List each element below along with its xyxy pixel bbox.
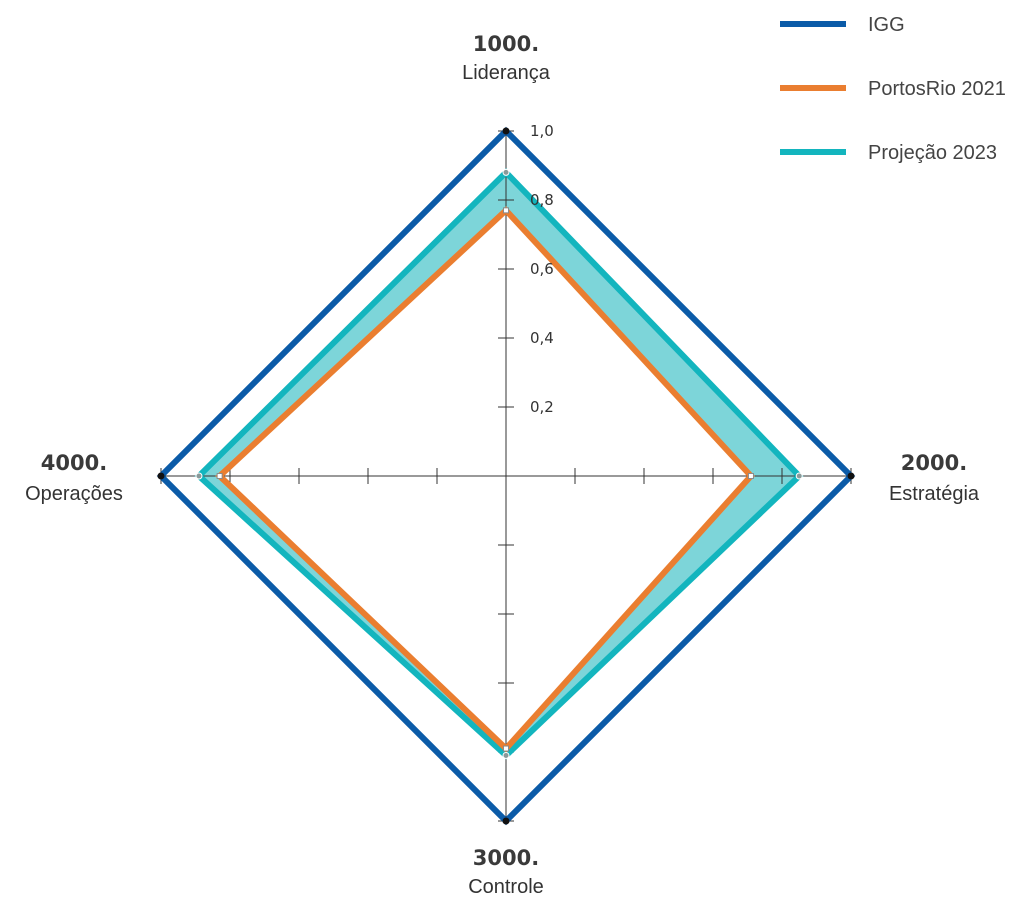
- axis-label-operacoes: 4000. Operações: [25, 451, 123, 505]
- axis-name-operacoes: Operações: [25, 483, 123, 505]
- igg-point: [502, 817, 510, 825]
- tick-label: 0,8: [530, 191, 554, 209]
- projecao-2023-point: [502, 751, 510, 759]
- portosrio-2021-point: [216, 473, 223, 479]
- portosrio-2021-point: [503, 207, 509, 214]
- igg-point: [502, 127, 510, 135]
- igg-point: [157, 472, 165, 480]
- axis-number-3000: 3000.: [473, 846, 539, 870]
- series-line-projecao-2023: [194, 168, 804, 760]
- legend-label-igg: IGG: [868, 14, 905, 36]
- radial-tick-labels: 0,2 0,4 0,6 0,8 1,0: [530, 122, 554, 416]
- axis-name-estrategia: Estratégia: [889, 483, 980, 505]
- legend-item-projecao-2023: Projeção 2023: [780, 142, 997, 164]
- projecao-2023-point: [195, 472, 203, 480]
- tick-label: 0,6: [530, 260, 554, 278]
- projection-area-band: [198, 172, 800, 756]
- legend-item-portosrio-2021: PortosRio 2021: [780, 78, 1006, 100]
- portosrio-2021-point: [503, 745, 509, 752]
- legend-label-portosrio-2021: PortosRio 2021: [868, 78, 1006, 100]
- legend-label-projecao-2023: Projeção 2023: [868, 142, 997, 164]
- axis-name-lideranca: Liderança: [462, 62, 551, 84]
- axis-number-1000: 1000.: [473, 32, 539, 56]
- tick-label: 0,2: [530, 398, 554, 416]
- axis-label-liderança: 1000. Liderança: [462, 32, 551, 84]
- chart-axes: [160, 130, 852, 822]
- axis-number-4000: 4000.: [41, 451, 107, 475]
- axis-number-2000: 2000.: [901, 451, 967, 475]
- axis-label-estrategia: 2000. Estratégia: [889, 451, 980, 505]
- tick-label: 1,0: [530, 122, 554, 140]
- projecao-2023-point: [502, 168, 510, 176]
- igg-point: [847, 472, 855, 480]
- legend-item-igg: IGG: [780, 14, 905, 36]
- axis-label-controle: 3000. Controle: [468, 846, 544, 897]
- legend: IGG PortosRio 2021 Projeção 2023: [780, 14, 1006, 164]
- tick-label: 0,4: [530, 329, 554, 347]
- projecao-2023-point: [795, 472, 803, 480]
- chart-markers: [157, 127, 855, 825]
- portosrio-2021-point: [747, 473, 754, 479]
- axis-name-controle: Controle: [468, 876, 544, 897]
